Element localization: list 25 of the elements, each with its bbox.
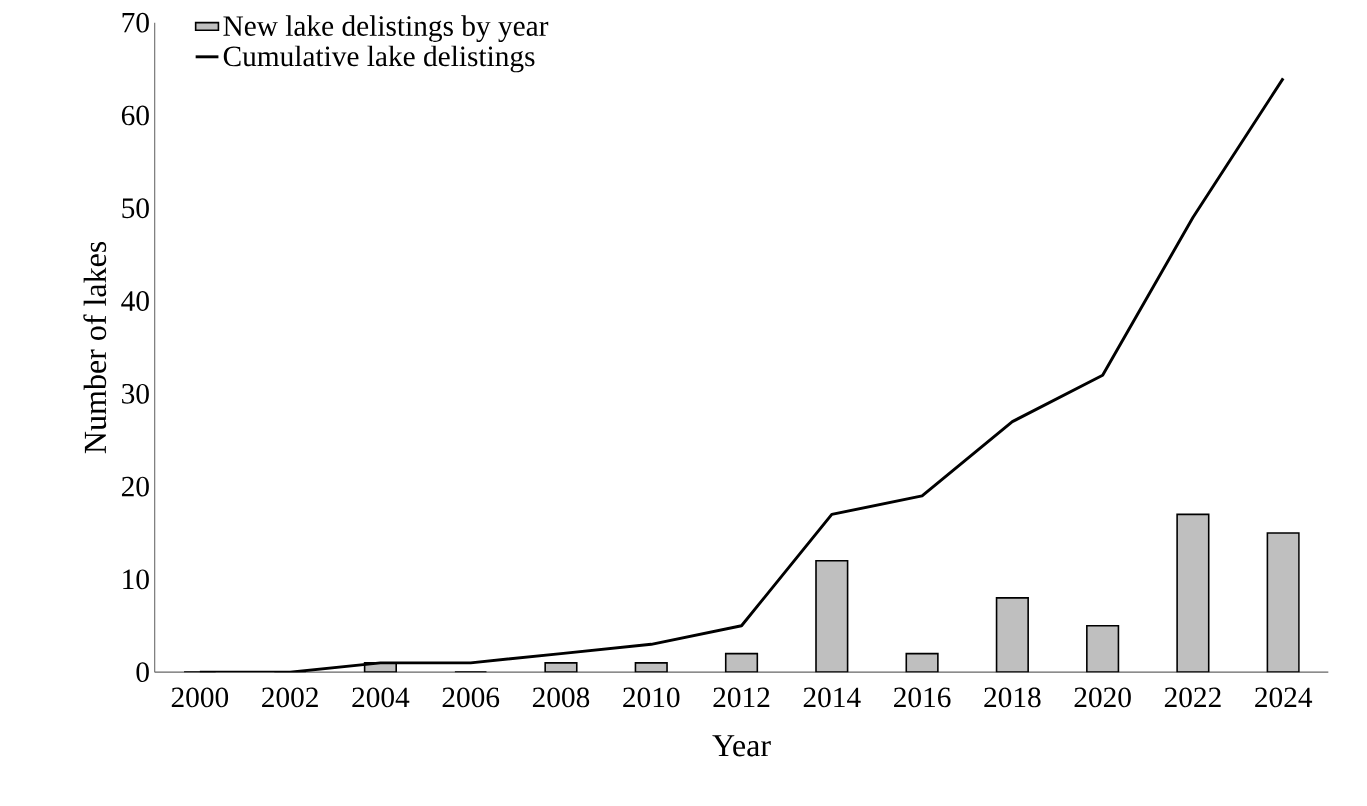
- y-axis-title: Number of lakes: [83, 242, 107, 454]
- x-tick-label: 2022: [1164, 687, 1221, 708]
- y-tick-label: 60: [121, 105, 149, 126]
- legend-label: New lake delistings by year: [223, 15, 549, 43]
- y-tick-label: 40: [121, 291, 149, 312]
- x-tick-label: 2002: [262, 687, 318, 708]
- x-tick-label: 2016: [894, 687, 951, 708]
- legend-label: Cumulative lake delistings: [223, 45, 535, 73]
- x-axis-title: Year: [712, 735, 771, 757]
- x-tick-label: 2010: [623, 687, 680, 708]
- x-tick-label: 2008: [532, 687, 590, 708]
- y-tick-label: 10: [123, 569, 149, 590]
- y-tick-label: 50: [122, 198, 149, 219]
- x-tick-label: 2020: [1074, 687, 1131, 708]
- x-tick-label: 2000: [171, 687, 229, 708]
- x-tick-label: 2006: [442, 687, 500, 708]
- x-tick-label: 2012: [713, 687, 770, 708]
- y-tick-label: 30: [122, 384, 149, 404]
- x-tick-label: 2024: [1255, 687, 1313, 708]
- y-tick-label: 20: [121, 476, 149, 497]
- y-tick-label: 0: [136, 662, 149, 683]
- x-tick-label: 2014: [803, 687, 861, 708]
- x-tick-label: 2004: [352, 687, 410, 708]
- x-tick-label: 2018: [984, 687, 1041, 708]
- y-tick-label: 70: [122, 13, 149, 33]
